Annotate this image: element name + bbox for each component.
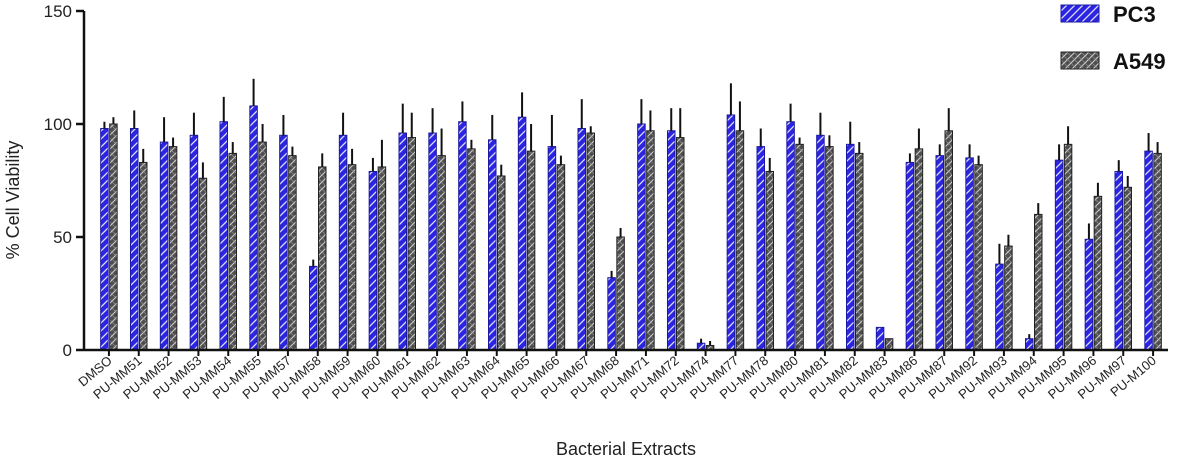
- bar-a549: [765, 170, 774, 351]
- bar-a549: [1034, 213, 1043, 351]
- bar-a549: [735, 130, 745, 351]
- bar-pc3: [368, 170, 378, 351]
- bar-a549: [109, 123, 118, 351]
- bar-pc3: [905, 161, 915, 351]
- y-axis-title: % Cell Viability: [3, 141, 23, 260]
- legend-label-pc3: PC3: [1113, 2, 1156, 27]
- bar-pc3: [786, 121, 795, 351]
- bar-pc3: [577, 128, 586, 351]
- bar-a549: [347, 164, 357, 351]
- y-tick-label: 100: [44, 115, 72, 134]
- y-tick-label: 0: [63, 341, 72, 360]
- bar-pc3: [517, 116, 527, 351]
- bar-pc3: [607, 277, 616, 351]
- bar-pc3: [965, 157, 974, 351]
- bar-pc3: [1084, 238, 1094, 351]
- bar-pc3: [637, 123, 646, 351]
- bar-a549: [884, 338, 894, 351]
- y-tick-label: 50: [53, 228, 72, 247]
- bar-a549: [1004, 245, 1013, 351]
- bar-pc3: [159, 141, 169, 351]
- bar-a549: [914, 148, 924, 351]
- bar-pc3: [756, 146, 765, 351]
- bar-a549: [616, 236, 625, 351]
- bar-pc3: [995, 263, 1004, 351]
- bar-pc3: [279, 134, 288, 351]
- bar-a549: [944, 130, 953, 351]
- bar-a549: [377, 166, 387, 351]
- bar-pc3: [309, 265, 318, 351]
- legend-label-a549: A549: [1113, 49, 1166, 74]
- bar-a549: [168, 146, 178, 351]
- bar-a549: [855, 152, 864, 351]
- bar-a549: [258, 141, 267, 351]
- y-tick-label: 150: [44, 2, 72, 21]
- bar-a549: [526, 150, 536, 351]
- legend: PC3 A549: [1060, 2, 1166, 74]
- bar-pc3: [846, 143, 855, 351]
- bar-a549: [795, 143, 804, 351]
- bar-pc3: [488, 139, 497, 351]
- y-axis: 0 50 100 150: [44, 2, 86, 360]
- bar-pc3: [100, 128, 109, 351]
- bar-pc3: [547, 146, 557, 351]
- bar-pc3: [398, 132, 407, 351]
- bar-a549: [646, 130, 655, 351]
- bar-a549: [318, 166, 327, 351]
- bar-a549: [1123, 186, 1132, 351]
- bar-pc3: [428, 132, 437, 351]
- bar-pc3: [726, 114, 736, 351]
- bar-pc3: [1025, 338, 1034, 351]
- bar-pc3: [935, 155, 944, 351]
- bar-a549: [1093, 195, 1103, 351]
- bar-a549: [467, 148, 476, 351]
- bar-a549: [556, 164, 566, 351]
- bar-a549: [825, 146, 834, 351]
- bar-pc3: [1144, 150, 1153, 351]
- bar-a549: [407, 137, 416, 351]
- legend-swatch-a549: [1060, 51, 1100, 70]
- bar-pc3: [130, 128, 139, 351]
- bar-a549: [974, 164, 983, 351]
- bar-a549: [198, 177, 208, 351]
- x-axis-title: Bacterial Extracts: [556, 439, 696, 459]
- bar-pc3: [189, 134, 199, 351]
- bar-pc3: [875, 326, 885, 351]
- bar-a549: [139, 161, 148, 351]
- bar-pc3: [338, 134, 348, 351]
- bar-a549: [288, 155, 297, 351]
- bar-a549: [1063, 143, 1073, 351]
- bar-a549: [1153, 152, 1162, 351]
- bar-a549: [676, 137, 685, 351]
- bar-pc3: [458, 121, 467, 351]
- bars-group: [100, 78, 1162, 351]
- bar-a549: [228, 152, 237, 351]
- bar-pc3: [816, 134, 825, 351]
- bar-a549: [586, 132, 595, 351]
- bar-pc3: [1114, 170, 1123, 351]
- bar-a549: [437, 155, 446, 351]
- x-axis: DMSOPU-MM51PU-MM52PU-MM53PU-MM54PU-MM55P…: [75, 348, 1168, 402]
- bar-pc3: [219, 121, 228, 351]
- legend-swatch-pc3: [1060, 4, 1100, 23]
- bar-a549: [497, 175, 506, 351]
- bar-pc3: [1054, 159, 1064, 351]
- bar-pc3: [249, 105, 258, 351]
- bar-pc3: [667, 130, 676, 351]
